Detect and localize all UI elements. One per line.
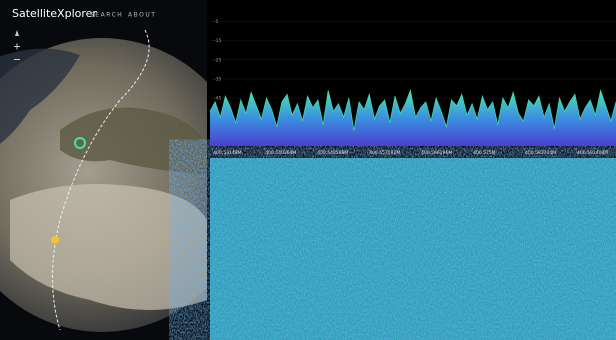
x-tick-label: 400.548588M: [317, 150, 348, 156]
nav-link[interactable]: SEARCH: [90, 12, 123, 19]
x-tick-label: 400.540364M: [265, 150, 296, 156]
brand[interactable]: SatelliteXplorer: [12, 7, 97, 20]
nav-link[interactable]: ABOUT: [128, 12, 156, 19]
x-tick-label: 400.575M: [473, 150, 496, 156]
waterfall-noise: [210, 158, 616, 340]
y-tick-label: -35: [214, 76, 221, 82]
y-tick-label: -45: [214, 96, 221, 102]
x-tick-label: 400.566296M: [421, 150, 452, 156]
y-tick-label: -25: [214, 57, 221, 63]
y-tick-label: -15: [214, 38, 221, 44]
ground-station[interactable]: [51, 236, 59, 244]
x-tick-label: 400.557592M: [369, 150, 400, 156]
x-tick-label: 400.53148M: [213, 150, 241, 156]
app: SatelliteXplorer SEARCH ABOUT -5 -15 -25 -3…: [0, 0, 616, 340]
x-tick-label: 400.592408M: [577, 150, 608, 156]
x-tick-label: 400.583704M: [525, 150, 556, 156]
zoom-in-v: [17, 44, 18, 50]
zoom-out[interactable]: [14, 59, 20, 60]
page: SatelliteXplorer SEARCH ABOUT -5 -15 -25 -3…: [0, 0, 616, 340]
y-tick-label: -5: [214, 19, 219, 25]
